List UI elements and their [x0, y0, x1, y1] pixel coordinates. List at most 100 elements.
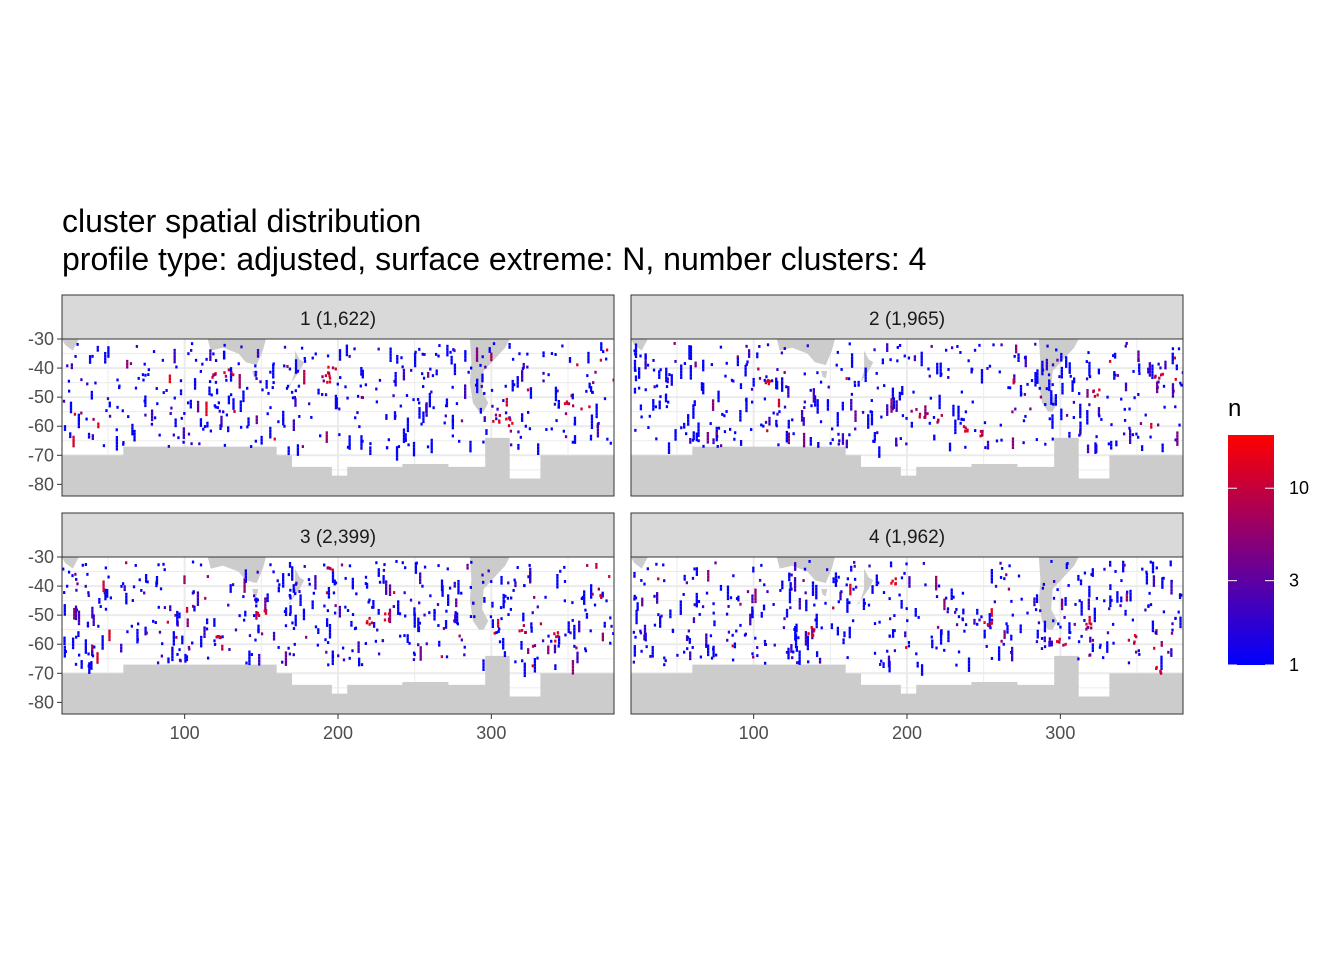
land-mask [62, 339, 614, 496]
heatmap-cell [547, 645, 550, 649]
heatmap-cell [1114, 569, 1117, 573]
heatmap-cell [312, 591, 316, 595]
heatmap-cell [260, 632, 264, 636]
heatmap-cell [1080, 609, 1083, 613]
heatmap-cell [889, 617, 892, 621]
heatmap-cell [264, 597, 267, 601]
heatmap-cell [91, 615, 94, 619]
heatmap-cell [554, 353, 557, 356]
heatmap-cell [438, 643, 441, 647]
heatmap-cell [778, 410, 781, 414]
heatmap-cell [605, 599, 608, 603]
heatmap-cell [976, 611, 979, 615]
heatmap-cell [287, 452, 290, 456]
heatmap-cell [1051, 363, 1055, 367]
heatmap-cell [324, 374, 328, 378]
heatmap-cell [1091, 571, 1094, 575]
heatmap-cell [163, 606, 167, 610]
heatmap-cell [1000, 343, 1003, 347]
heatmap-cell [311, 356, 314, 360]
heatmap-cell [136, 628, 139, 632]
heatmap-cell [1019, 390, 1023, 394]
heatmap-cell [331, 650, 334, 654]
heatmap-cell [1174, 438, 1177, 442]
heatmap-cell [143, 591, 146, 595]
heatmap-cell [331, 659, 334, 663]
heatmap-cell [220, 421, 223, 425]
heatmap-cell [256, 348, 260, 352]
heatmap-cell [1176, 440, 1179, 444]
heatmap-cell [155, 578, 159, 582]
heatmap-cell [899, 437, 902, 441]
heatmap-cell [500, 617, 503, 621]
heatmap-cell [664, 659, 667, 663]
heatmap-cell [238, 382, 241, 386]
heatmap-cell [695, 435, 698, 439]
heatmap-cell [633, 597, 636, 601]
heatmap-cell [220, 418, 223, 422]
heatmap-cell [137, 376, 140, 380]
heatmap-cell [172, 634, 175, 637]
heatmap-cell [783, 617, 786, 621]
heatmap-cell [804, 633, 808, 637]
heatmap-cell [791, 656, 794, 660]
heatmap-cell [788, 578, 791, 582]
heatmap-cell [914, 613, 917, 617]
heatmap-cell [294, 620, 297, 624]
heatmap-cell [547, 634, 550, 638]
heatmap-cell [967, 669, 971, 672]
heatmap-cell [212, 352, 215, 356]
heatmap-cell [1083, 571, 1087, 575]
heatmap-cell [496, 618, 500, 622]
heatmap-cell [289, 594, 292, 598]
heatmap-cell [695, 570, 699, 574]
heatmap-cell [269, 426, 272, 430]
heatmap-cell [667, 448, 671, 452]
heatmap-cell [1088, 364, 1091, 368]
heatmap-cell [469, 440, 472, 444]
heatmap-cell [115, 438, 119, 442]
heatmap-cell [253, 594, 256, 598]
heatmap-cell [260, 435, 263, 439]
heatmap-cell [299, 603, 302, 607]
heatmap-cell [271, 386, 274, 390]
heatmap-cell [521, 373, 524, 376]
heatmap-cell [356, 411, 359, 415]
heatmap-cell [643, 636, 647, 640]
heatmap-cell [155, 581, 159, 585]
heatmap-cell [575, 646, 578, 650]
heatmap-cell [351, 613, 355, 617]
heatmap-cell [1085, 360, 1088, 364]
heatmap-cell [795, 646, 799, 649]
heatmap-cell [870, 413, 874, 417]
heatmap-cell [679, 606, 682, 610]
heatmap-cell [766, 590, 769, 594]
heatmap-cell [395, 451, 399, 455]
heatmap-cell [888, 634, 891, 638]
heatmap-cell [301, 445, 305, 449]
heatmap-cell [812, 393, 815, 397]
heatmap-cell [282, 410, 285, 414]
heatmap-cell [1036, 375, 1039, 379]
heatmap-cell [361, 372, 364, 376]
heatmap-cell [813, 403, 817, 407]
heatmap-cell [967, 663, 971, 667]
heatmap-cell [193, 383, 197, 387]
heatmap-cell [1157, 362, 1160, 366]
heatmap-cell [680, 367, 683, 371]
heatmap-cell [983, 632, 986, 636]
heatmap-cell [326, 380, 329, 384]
heatmap-cell [669, 609, 672, 613]
heatmap-cell [444, 625, 448, 629]
heatmap-cell [734, 431, 737, 435]
heatmap-cell [294, 403, 297, 407]
heatmap-cell [90, 663, 93, 667]
heatmap-cell [818, 657, 822, 661]
heatmap-cell [905, 442, 908, 446]
heatmap-cell [913, 355, 917, 359]
heatmap-cell [447, 597, 450, 601]
heatmap-cell [990, 580, 993, 584]
heatmap-cell [836, 420, 839, 424]
heatmap-cell [323, 563, 326, 567]
heatmap-cell [680, 370, 683, 374]
